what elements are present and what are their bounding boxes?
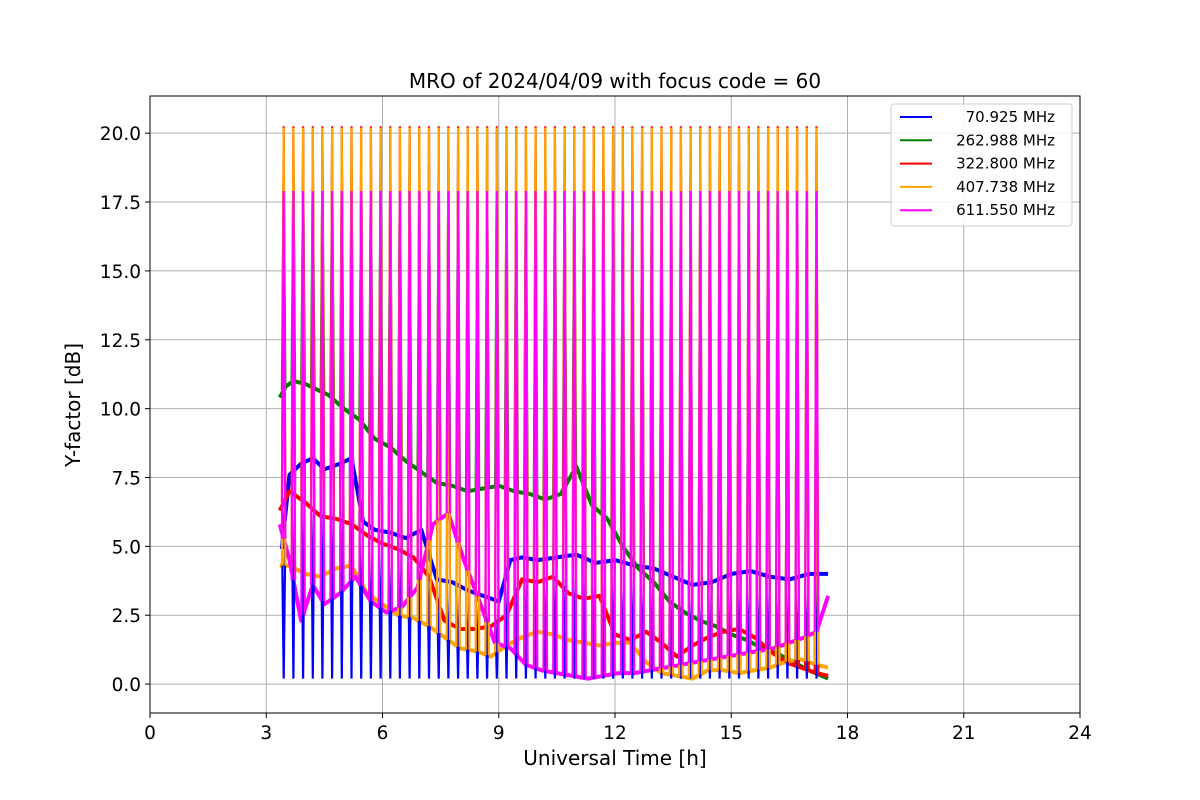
pulse-spike (329, 190, 335, 599)
pulse-spike (745, 190, 752, 653)
pulse-spike (552, 190, 558, 673)
y-axis: 0.0 2.5 5.0 7.5 10.0 12.5 15.0 17.5 20.0 (100, 124, 150, 696)
pulse-spike (513, 190, 519, 655)
pulse-spike (368, 190, 374, 602)
pulse-spike (445, 190, 452, 514)
pulse-spike (687, 190, 694, 664)
y-tick-label: 2.5 (112, 606, 141, 627)
pulse-spike (571, 190, 578, 677)
pulse-spike (416, 190, 423, 580)
pulse-spike (629, 190, 636, 674)
pulse-spike (765, 190, 771, 650)
x-tick-label: 24 (1068, 723, 1092, 744)
pulse-spike (503, 190, 510, 647)
legend: 70.925 MHz 262.988 MHz 322.800 MHz 407.738 … (890, 103, 1073, 227)
pulse-spike (716, 190, 723, 658)
y-tick-label: 0.0 (112, 675, 141, 696)
pulse-spike (435, 190, 442, 521)
legend-entry: 322.800 MHz (956, 155, 1055, 173)
y-tick-label: 7.5 (112, 468, 141, 489)
pulse-spike (649, 190, 655, 671)
pulse-spike (658, 190, 665, 669)
pulse-spike (794, 190, 800, 641)
pulse-spike (784, 190, 791, 644)
legend-entry: 407.738 MHz (956, 178, 1055, 196)
pulse-spike (455, 190, 461, 543)
pulse-spike (494, 190, 500, 644)
y-tick-label: 12.5 (100, 331, 141, 352)
x-axis: 0 3 6 9 12 15 18 21 24 (144, 713, 1092, 744)
pulse-spike (639, 190, 645, 672)
pulse-spike (561, 190, 568, 675)
pulse-spike (697, 190, 704, 662)
y-axis-label: Y-factor [dB] (61, 343, 85, 468)
pulse-spike (813, 190, 820, 632)
pulse-spike (804, 190, 810, 637)
x-axis-label: Universal Time [h] (523, 746, 706, 770)
x-tick-label: 12 (603, 723, 627, 744)
chart-title: MRO of 2024/04/09 with focus code = 60 (409, 69, 821, 93)
x-tick-label: 15 (719, 723, 743, 744)
pulses-4 (280, 190, 820, 678)
pulse-spike (280, 530, 287, 679)
pulse-spike (736, 190, 742, 655)
x-tick-label: 6 (377, 723, 389, 744)
pulse-spike (464, 190, 471, 571)
pulse-spike (600, 190, 607, 676)
pulse-spike (532, 190, 539, 669)
legend-entry: 611.550 MHz (956, 201, 1055, 219)
pulse-spike (406, 190, 413, 598)
pulse-spike (348, 190, 355, 581)
pulse-spike (339, 190, 345, 592)
legend-entry: 70.925 MHz (966, 108, 1055, 126)
pulse-spike (290, 190, 297, 581)
pulse-spike (542, 190, 549, 672)
pulse-spike (484, 190, 490, 623)
pulse-spike (678, 190, 684, 665)
pulse-spike (581, 190, 587, 678)
legend-entry: 262.988 MHz (956, 131, 1055, 149)
pulse-spike (474, 190, 481, 597)
pulse-spike (309, 190, 316, 585)
pulse-spike (590, 190, 597, 678)
pulse-spike (358, 190, 364, 587)
pulse-spike (668, 190, 674, 667)
pulse-spike (300, 190, 306, 615)
pulse-spike (319, 190, 326, 602)
x-tick-label: 0 (144, 723, 156, 744)
pulse-spike (774, 190, 781, 647)
y-tick-label: 20.0 (100, 124, 141, 145)
pulse-spike (377, 190, 384, 609)
x-tick-label: 9 (493, 723, 505, 744)
pulse-spike (397, 190, 403, 608)
y-tick-label: 15.0 (100, 262, 141, 283)
pulse-spike (523, 190, 529, 665)
y-tick-label: 10.0 (100, 400, 141, 421)
pulse-spike (426, 190, 432, 541)
x-tick-label: 18 (836, 723, 860, 744)
pulse-spike (387, 190, 394, 612)
pulse-spike (707, 190, 713, 660)
pulse-spike (619, 190, 626, 674)
series-group (277, 126, 831, 681)
x-tick-label: 3 (260, 723, 272, 744)
legend-box (890, 103, 1073, 227)
y-tick-label: 5.0 (112, 537, 141, 558)
pulse-spike (280, 190, 287, 539)
pulse-spike (610, 190, 616, 675)
x-tick-label: 21 (952, 723, 976, 744)
y-tick-label: 17.5 (100, 193, 141, 214)
pulse-spike (755, 190, 762, 652)
pulse-spike (726, 190, 733, 657)
